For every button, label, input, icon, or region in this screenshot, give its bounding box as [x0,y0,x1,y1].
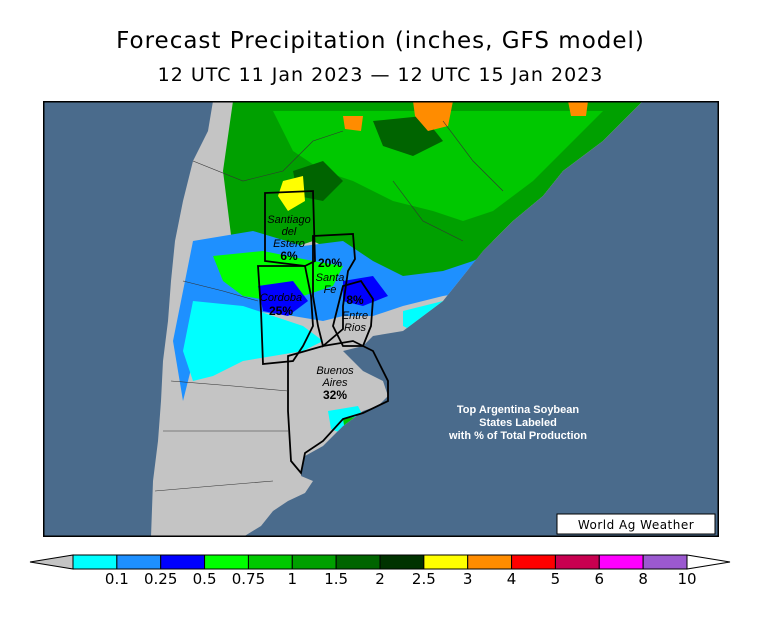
region-share-entre-rios: 8% [346,293,364,307]
legend-tick-label: 3 [462,570,473,588]
legend-tick-label: 5 [550,570,561,588]
region-share-santiago-del-estero: 6% [280,249,298,263]
legend-swatch [467,554,513,570]
legend-swatch [204,554,249,570]
map-title: Forecast Precipitation (inches, GFS mode… [116,28,645,54]
legend-max-arrow [686,554,731,570]
legend-tick-label: 2.5 [411,570,436,588]
legend-swatch [72,554,118,570]
legend-min-arrow [29,554,74,570]
region-share-santa-fe: 20% [318,256,342,270]
legend-swatch [335,554,381,570]
map-note: Top Argentina Soybean States Labeled with … [448,404,587,442]
legend-tick-label: 6 [594,570,605,588]
legend-tick-label: 0.75 [231,570,266,588]
legend-tick-label: 0.5 [192,570,217,588]
legend-swatch [116,554,162,570]
pacific-ocean [43,101,213,537]
legend-tick-label: 10 [677,570,697,588]
legend-tick-label: 0.25 [144,570,178,588]
legend-swatch [160,554,206,570]
credit-text: World Ag Weather [578,518,694,532]
map-subtitle: 12 UTC 11 Jan 2023 — 12 UTC 15 Jan 2023 [157,64,604,86]
legend-swatch [642,554,688,570]
legend-tick-label: 8 [638,570,648,588]
minor-borders [154,120,504,492]
region-name-santa-fe: Santa Fe [316,272,345,296]
region-share-cordoba: 25% [269,304,293,318]
precipitation-map: Santiago del Estero 6% 20% Santa Fe Cordoba… [43,101,719,537]
legend-swatch [598,554,644,570]
legend-tick-label: 2 [375,570,385,588]
region-name-entre-rios: Entre Rios [342,310,368,334]
legend-tick-label: 4 [506,570,517,588]
legend-tick-label: 1 [287,570,298,588]
legend-swatch [379,554,425,570]
region-name-cordoba: Cordoba [260,292,302,304]
province-borders [257,190,389,476]
legend-swatch [554,554,600,570]
map-frame [43,101,719,537]
color-legend [29,554,731,570]
credit-box [556,513,716,535]
region-name-buenos-aires: Buenos Aires [316,365,354,389]
legend-swatch [247,554,293,570]
legend-tick-label: 0.1 [104,570,129,588]
legend-swatch [291,554,337,570]
legend-tick-label: 1.5 [324,570,349,588]
legend-swatch [423,554,469,570]
legend-swatch [511,554,556,570]
region-name-santiago-del-estero: Santiago del Estero [267,214,310,250]
region-share-buenos-aires: 32% [323,388,347,402]
